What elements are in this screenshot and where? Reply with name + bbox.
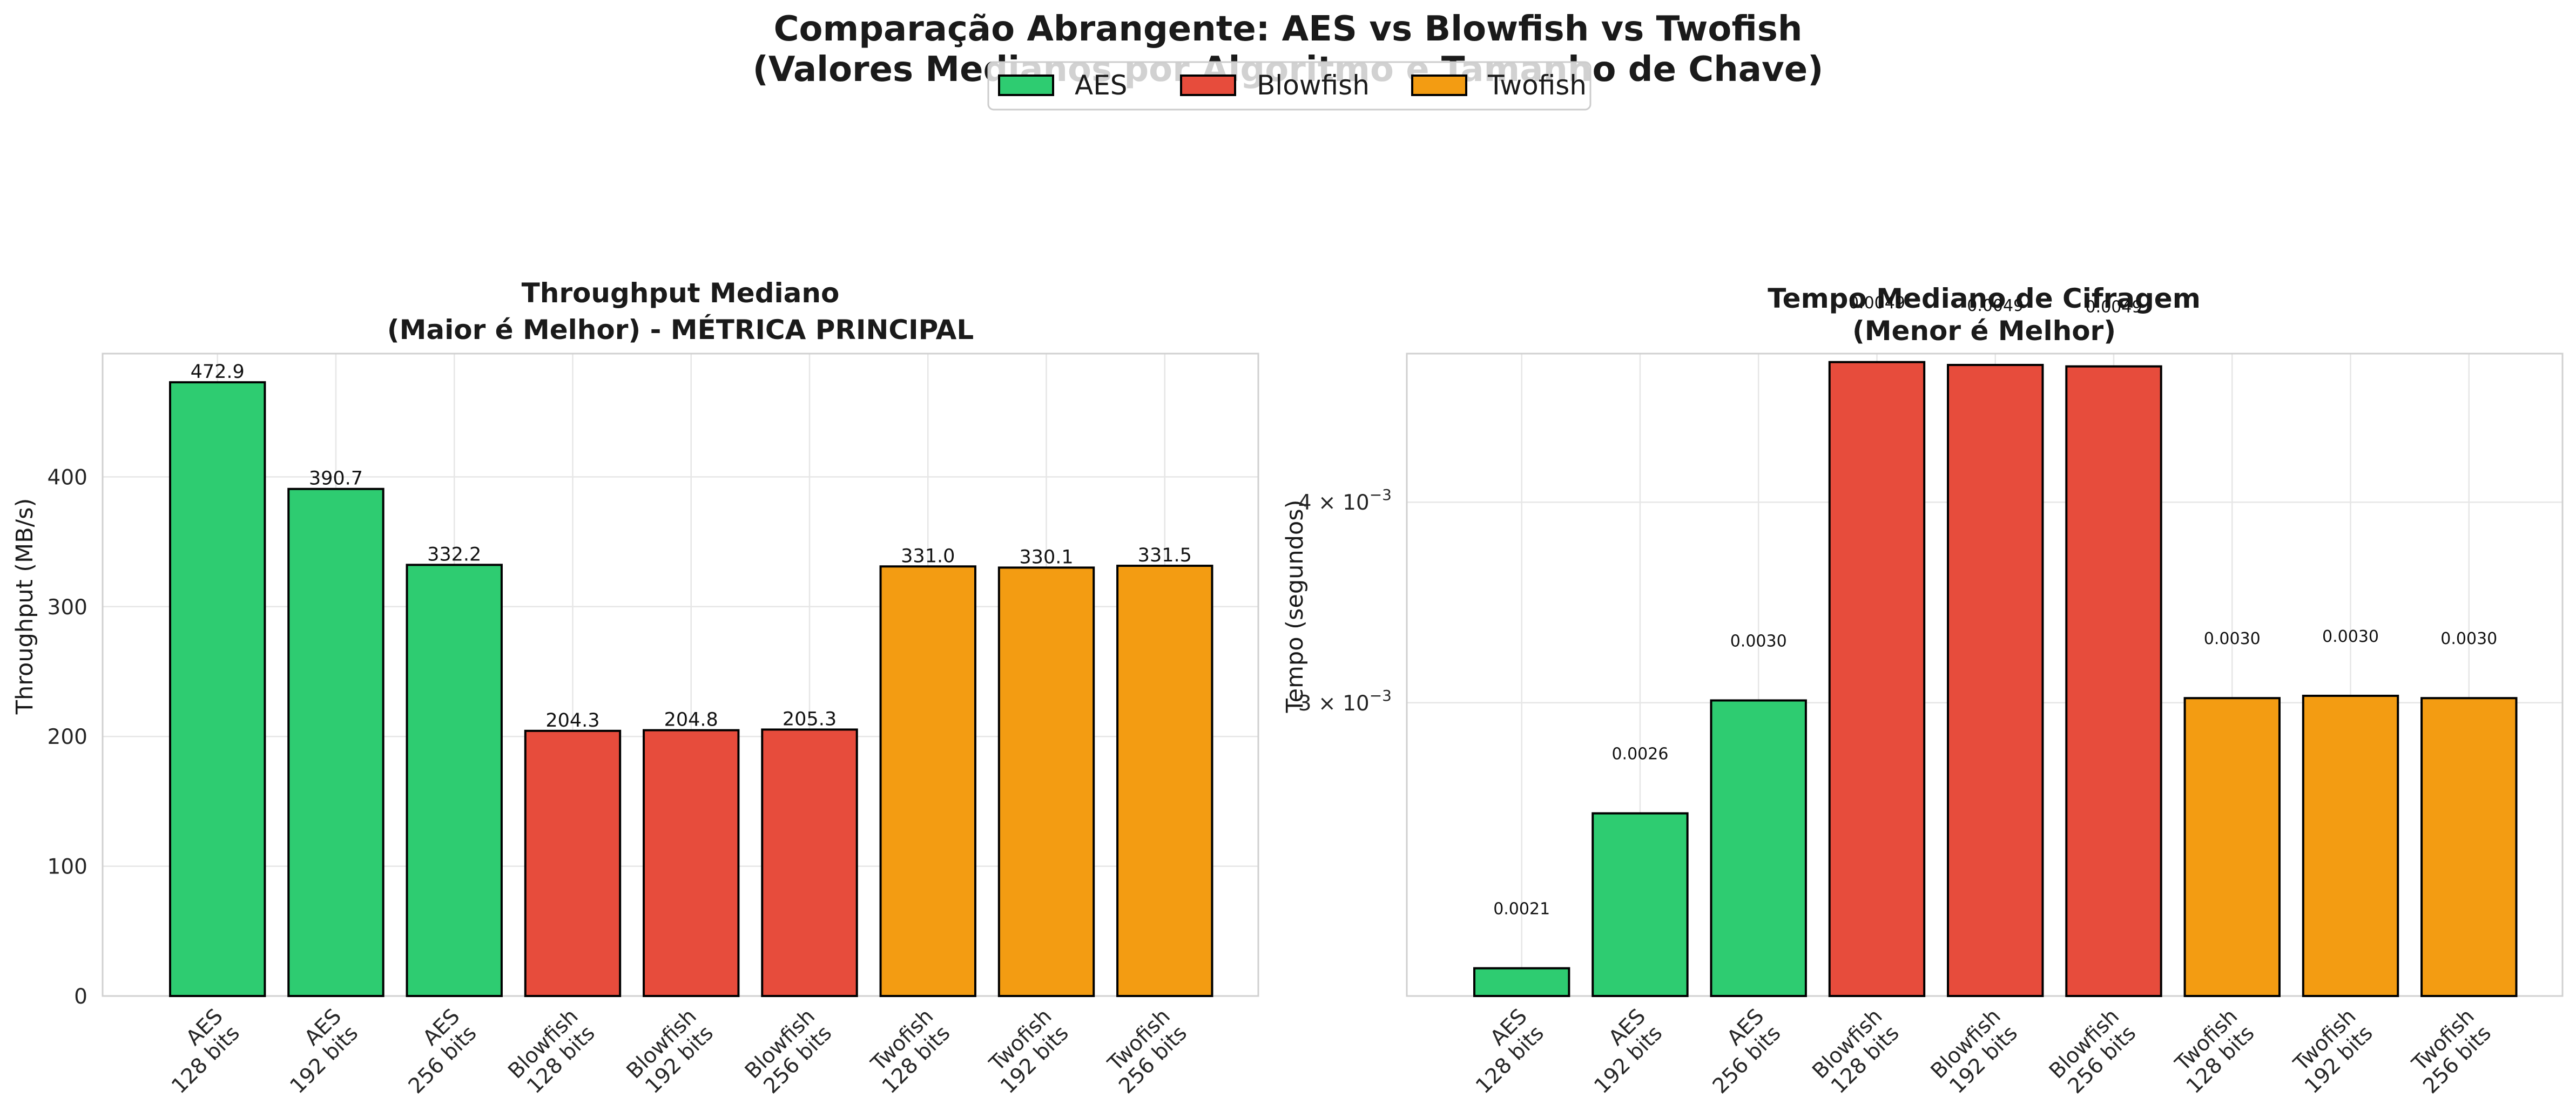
bar-twofish-128-bits — [879, 565, 976, 997]
data-label: 331.5 — [1138, 545, 1192, 566]
legend-swatch-twofish — [1411, 74, 1467, 96]
bar-aes-256-bits — [406, 564, 503, 997]
bar-aes-192-bits — [287, 487, 385, 997]
bar-aes-128-bits — [168, 381, 266, 997]
data-label: 0.0021 — [1493, 900, 1550, 919]
data-label: 332.2 — [427, 544, 481, 565]
legend-label-twofish: Twofish — [1487, 70, 1587, 101]
y-tick-label: 300 — [48, 595, 87, 620]
bar-twofish-128-bits — [2183, 697, 2281, 998]
bar-aes-192-bits — [1592, 812, 1689, 997]
throughput-title-line-1: Throughput Mediano — [522, 277, 840, 309]
bar-twofish-192-bits — [997, 566, 1095, 997]
time-title-line-1: Tempo Mediano de Cifragem — [1768, 283, 2201, 314]
data-label: 0.0049 — [1849, 294, 1905, 313]
data-label: 204.3 — [545, 710, 599, 731]
bar-twofish-256-bits — [1116, 565, 1213, 997]
bar-twofish-256-bits — [2420, 697, 2518, 998]
data-label: 472.9 — [191, 361, 245, 383]
legend: AES Blowfish Twofish — [987, 61, 1592, 111]
data-label: 331.0 — [901, 545, 955, 567]
legend-label-blowfish: Blowfish — [1257, 70, 1370, 101]
throughput-title-line-2: (Maior é Melhor) - MÉTRICA PRINCIPAL — [387, 314, 974, 345]
y-tick-label: 0 — [74, 985, 87, 1009]
data-label: 0.0049 — [2086, 298, 2142, 317]
suptitle-line-1: Comparação Abrangente: AES vs Blowfish v… — [774, 9, 1803, 49]
time-chart: Tempo Mediano de Cifragem (Menor é Melho… — [1282, 283, 2564, 1099]
bar-blowfish-192-bits — [1947, 364, 2044, 997]
legend-frame — [987, 61, 1592, 111]
data-label: 330.1 — [1019, 546, 1073, 568]
bar-aes-128-bits — [1473, 967, 1570, 998]
bar-blowfish-256-bits — [2065, 365, 2162, 997]
y-tick-label: 400 — [48, 465, 87, 490]
data-label: 204.8 — [664, 709, 718, 731]
data-label: 0.0026 — [1611, 745, 1668, 764]
data-label: 0.0030 — [2322, 627, 2379, 646]
data-label: 205.3 — [783, 708, 837, 730]
data-label: 0.0030 — [2204, 629, 2261, 648]
data-label: 0.0030 — [1730, 632, 1787, 651]
bar-blowfish-128-bits — [524, 729, 622, 997]
bar-twofish-192-bits — [2302, 694, 2399, 997]
time-y-axis-label: Tempo (segundos) — [1282, 500, 1309, 714]
throughput-chart: Throughput Mediano (Maior é Melhor) - MÉ… — [11, 277, 1259, 1099]
y-tick-label: 200 — [48, 725, 87, 749]
y-tick-label: 100 — [48, 855, 87, 879]
bar-aes-256-bits — [1710, 699, 1807, 997]
time-title-line-2: (Menor é Melhor) — [1852, 315, 2116, 347]
bar-blowfish-256-bits — [761, 728, 858, 998]
bar-blowfish-128-bits — [1828, 361, 1926, 998]
bar-blowfish-192-bits — [643, 729, 740, 997]
throughput-y-axis-label: Throughput (MB/s) — [11, 498, 38, 715]
data-label: 390.7 — [309, 468, 363, 490]
legend-label-aes: AES — [1075, 70, 1128, 101]
data-label: 0.0030 — [2440, 629, 2497, 648]
legend-swatch-blowfish — [1180, 74, 1236, 96]
data-label: 0.0049 — [1967, 296, 2024, 315]
legend-swatch-aes — [998, 74, 1054, 96]
